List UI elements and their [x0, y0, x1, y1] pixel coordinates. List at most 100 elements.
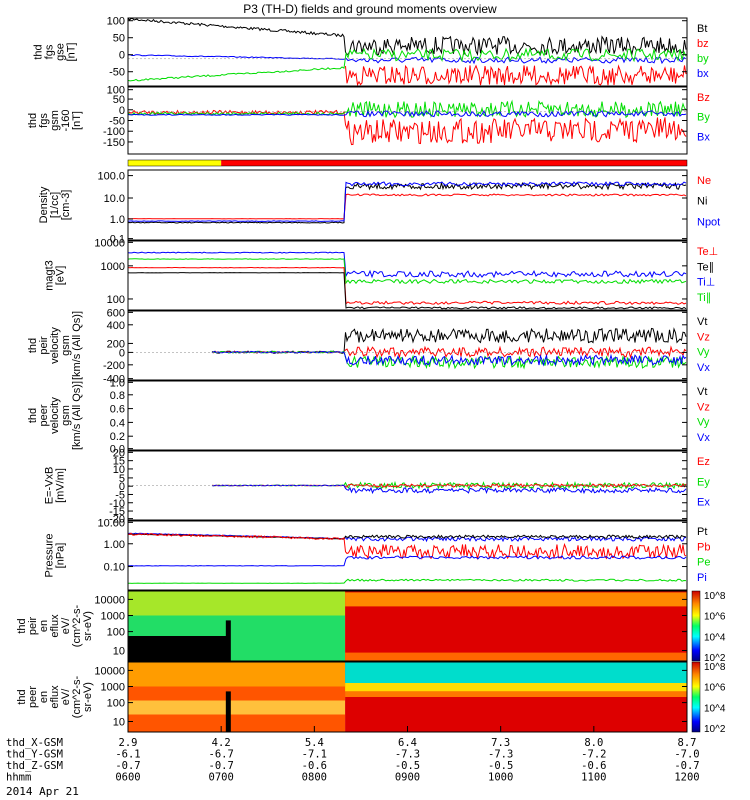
y-tick-label: 600: [107, 307, 125, 319]
y-tick-label: 1.00: [104, 539, 125, 551]
y-tick-label: -20: [109, 514, 125, 526]
y-axis-label: gse: [55, 43, 67, 61]
legend-vx: Vx: [697, 432, 710, 444]
y-axis-label: velocity: [49, 397, 61, 434]
y-tick-label: 0.6: [110, 404, 125, 416]
y-axis-label: fgs: [38, 113, 50, 128]
series-bz: [127, 109, 687, 146]
page-title: P3 (TH-D) fields and ground moments over…: [243, 2, 497, 16]
panel-frame: [127, 450, 688, 521]
legend-ti⊥: Ti⊥: [697, 277, 715, 289]
legend-pb: Pb: [697, 541, 710, 553]
y-axis-label: gsm: [60, 335, 72, 356]
y-axis-label: eflux: [49, 685, 61, 709]
panel-pressure: 10.00 1.00 0.10 Pressure [nPa] Pt Pb Pe Pi: [44, 517, 710, 591]
spectrogram-post-mid2: [345, 691, 687, 697]
y-axis-label: thd: [27, 338, 39, 353]
y-tick-label: 10.0: [104, 193, 125, 205]
x-row-value: -6.1: [115, 749, 140, 761]
y-tick-label: 0.8: [110, 390, 125, 402]
y-tick-label: 10: [113, 717, 125, 729]
y-tick-label: 10: [113, 646, 125, 658]
x-row-value: 1100: [581, 772, 606, 784]
y-tick-label: 1.0: [110, 214, 125, 226]
panel-peir_en: 10^8 10^6 10^4 10^2 10000 1000 100 10 thd peir en e…: [16, 590, 726, 664]
data-gap-marker: [225, 691, 231, 732]
y-tick-label: 200: [107, 338, 125, 350]
legend-pi: Pi: [697, 572, 707, 584]
legend-pe: Pe: [697, 557, 710, 569]
y-axis-label: (cm^2-s-: [71, 604, 83, 647]
y-axis-label: [eV]: [55, 266, 67, 286]
y-axis-label: thd: [16, 689, 28, 704]
legend-ti∥: Ti∥: [697, 292, 711, 304]
spectrogram-low-gap: [128, 636, 231, 661]
legend-bt: Bt: [697, 23, 707, 35]
legend-by: by: [697, 53, 709, 65]
y-axis-label: eV/: [60, 688, 72, 705]
y-tick-label: 0: [119, 50, 125, 62]
series-npot: [127, 181, 687, 222]
x-row-value: -0.7: [209, 760, 234, 772]
y-tick-label: 1000: [101, 682, 125, 694]
legend-ey: Ey: [697, 476, 710, 488]
spectrogram-post-high: [345, 662, 687, 683]
x-row-label: thd_Z-GSM: [6, 760, 63, 772]
series-ne: [127, 193, 687, 220]
y-axis-label: [1/cc]: [49, 192, 61, 218]
colorbar-tick-label: 10^4: [704, 703, 726, 714]
spectrogram-pre-band: [128, 591, 346, 616]
y-tick-label: 0: [119, 105, 125, 117]
y-axis-label: Density: [38, 186, 50, 223]
series-pe: [128, 578, 687, 584]
y-tick-label: 50: [113, 94, 125, 106]
series-te-par: [127, 272, 687, 310]
panel-frame: [127, 17, 688, 87]
panel-frame: [127, 169, 688, 241]
date-label: 2014 Apr 21: [6, 785, 79, 798]
series-ti-par: [127, 258, 687, 285]
panel-peer_en: 10^8 10^6 10^4 10^2 10000 1000 100 10 thd peer en e…: [16, 661, 726, 735]
x-row-value: -7.3: [395, 749, 420, 761]
y-axis-label: peir: [27, 616, 39, 635]
y-axis-label: fgs: [44, 44, 56, 59]
y-tick-label: -100: [103, 126, 125, 138]
legend-bx: Bx: [697, 131, 710, 143]
x-row-value: 7.3: [491, 737, 510, 749]
x-row-value: 8.0: [584, 737, 603, 749]
legend-vt: Vt: [697, 316, 707, 328]
legend-te⊥: Te⊥: [697, 246, 718, 258]
y-axis-label: gsm: [49, 110, 61, 131]
y-axis-label: [nT]: [71, 111, 83, 130]
series-by: [127, 47, 687, 82]
legend-bz: bz: [697, 38, 709, 50]
panel-density: 100.0 10.0 1.0 0.1 Density [1/cc] [cm-3] Ne Ni Np…: [38, 169, 720, 246]
y-axis-label: (cm^2-s-: [71, 675, 83, 718]
colorbar-tick-label: 10^6: [704, 683, 726, 694]
spectrogram-post-high: [345, 592, 687, 607]
panel-fgs_gse: 100 50 0 -50 thd fgs gse [nT] Bt bz by bx: [33, 16, 709, 87]
y-tick-label: 100.0: [97, 171, 125, 183]
y-tick-label: 100: [107, 85, 125, 97]
y-tick-label: -400: [103, 374, 125, 386]
x-row-value: -0.5: [395, 760, 420, 772]
y-axis-label: magt3: [44, 260, 56, 291]
y-tick-label: -50: [109, 116, 125, 128]
x-row-value: 2.9: [119, 737, 138, 749]
colorbar: [691, 590, 701, 662]
y-axis-label: [mV/m]: [55, 468, 67, 503]
y-tick-label: 1.0: [110, 377, 125, 389]
series-pb: [127, 532, 687, 561]
colorbar: [691, 661, 701, 733]
legend-vz: Vz: [697, 331, 710, 343]
y-tick-label: 0.1: [110, 234, 125, 246]
colorbar-tick-label: 10^8: [704, 591, 726, 602]
legend-vx: Vx: [697, 362, 710, 374]
series-vy: [211, 350, 687, 370]
panel-frame: [127, 240, 688, 311]
y-tick-label: 20: [113, 447, 125, 459]
